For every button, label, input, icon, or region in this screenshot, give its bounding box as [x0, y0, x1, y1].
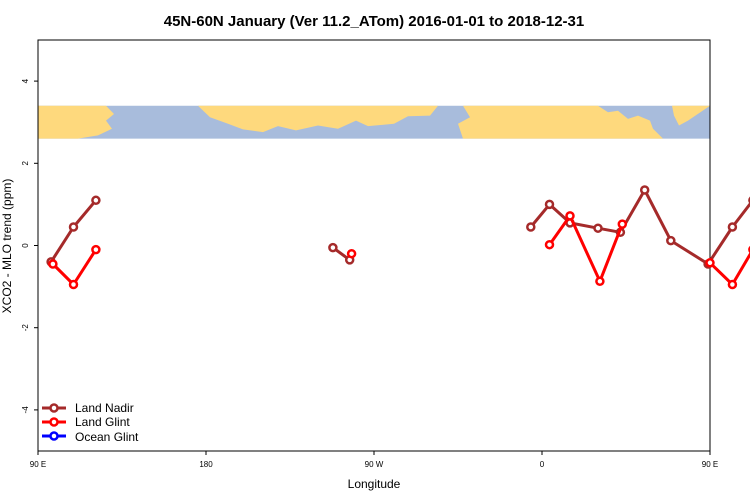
x-tick-label-1: 180 — [199, 460, 213, 469]
map-land-mass-3 — [672, 105, 710, 126]
y-tick-label-3: 2 — [21, 161, 30, 166]
legend-marker-ocean-glint — [49, 431, 59, 441]
map-land — [38, 105, 710, 139]
point-land-glint-3-1 — [727, 279, 738, 290]
point-land-nadir-2-5 — [639, 185, 650, 195]
legend-marker-land-nadir — [49, 403, 59, 413]
series-line-land-nadir-2 — [529, 188, 750, 266]
world-map-band — [38, 105, 710, 139]
y-tick-label-4: 4 — [21, 78, 30, 83]
series-layer — [46, 185, 750, 290]
legend-label-ocean-glint: Ocean Glint — [75, 430, 139, 444]
point-land-glint-3-0 — [705, 258, 715, 268]
point-land-glint-0-1 — [68, 279, 79, 290]
point-land-nadir-1-0 — [328, 242, 338, 253]
x-axis: 90 E 180 90 W 0 90 E — [30, 451, 718, 469]
legend-label-land-nadir: Land Nadir — [75, 401, 134, 415]
y-axis: -4 -2 0 2 4 — [21, 78, 38, 413]
y-tick-label-0: -4 — [21, 406, 30, 414]
legend-marker-land-glint — [49, 417, 59, 427]
x-tick-label-3: 0 — [540, 460, 545, 469]
point-land-glint-2-0 — [544, 239, 555, 250]
point-land-nadir-2-1 — [544, 199, 555, 210]
legend-label-land-glint: Land Glint — [75, 415, 130, 429]
map-land-mass-0 — [38, 105, 114, 139]
point-land-glint-1-0 — [346, 248, 357, 259]
point-land-nadir-0-1 — [68, 222, 79, 232]
x-tick-label-4: 90 E — [702, 460, 718, 469]
series-line-land-glint-0 — [51, 248, 98, 286]
point-land-glint-2-1 — [565, 211, 575, 221]
point-land-glint-2-2 — [595, 276, 605, 287]
map-land-mass-2 — [458, 105, 663, 139]
legend: Land Nadir Land Glint Ocean Glint — [42, 401, 139, 444]
point-land-glint-0-0 — [48, 259, 58, 269]
series-line-land-glint-2 — [548, 214, 624, 283]
y-tick-label-2: 0 — [21, 243, 30, 248]
x-tick-label-0: 90 E — [30, 460, 46, 469]
chart-title: 45N-60N January (Ver 11.2_ATom) 2016-01-… — [164, 13, 585, 30]
y-axis-label: XCO2 - MLO trend (ppm) — [0, 179, 14, 314]
x-axis-label: Longitude — [348, 477, 401, 491]
series-line-land-glint-3 — [708, 251, 750, 286]
point-land-nadir-2-3 — [593, 223, 603, 233]
x-tick-label-2: 90 W — [365, 460, 384, 469]
point-land-glint-2-3 — [617, 219, 628, 229]
map-land-mass-1 — [198, 105, 438, 133]
y-tick-label-1: -2 — [21, 324, 30, 332]
point-land-nadir-2-8 — [727, 222, 738, 232]
point-land-nadir-2-0 — [526, 222, 536, 232]
point-land-nadir-0-2 — [91, 195, 101, 206]
plot-frame — [37, 39, 711, 452]
point-land-nadir-2-6 — [666, 235, 676, 246]
point-land-glint-0-2 — [91, 244, 101, 255]
